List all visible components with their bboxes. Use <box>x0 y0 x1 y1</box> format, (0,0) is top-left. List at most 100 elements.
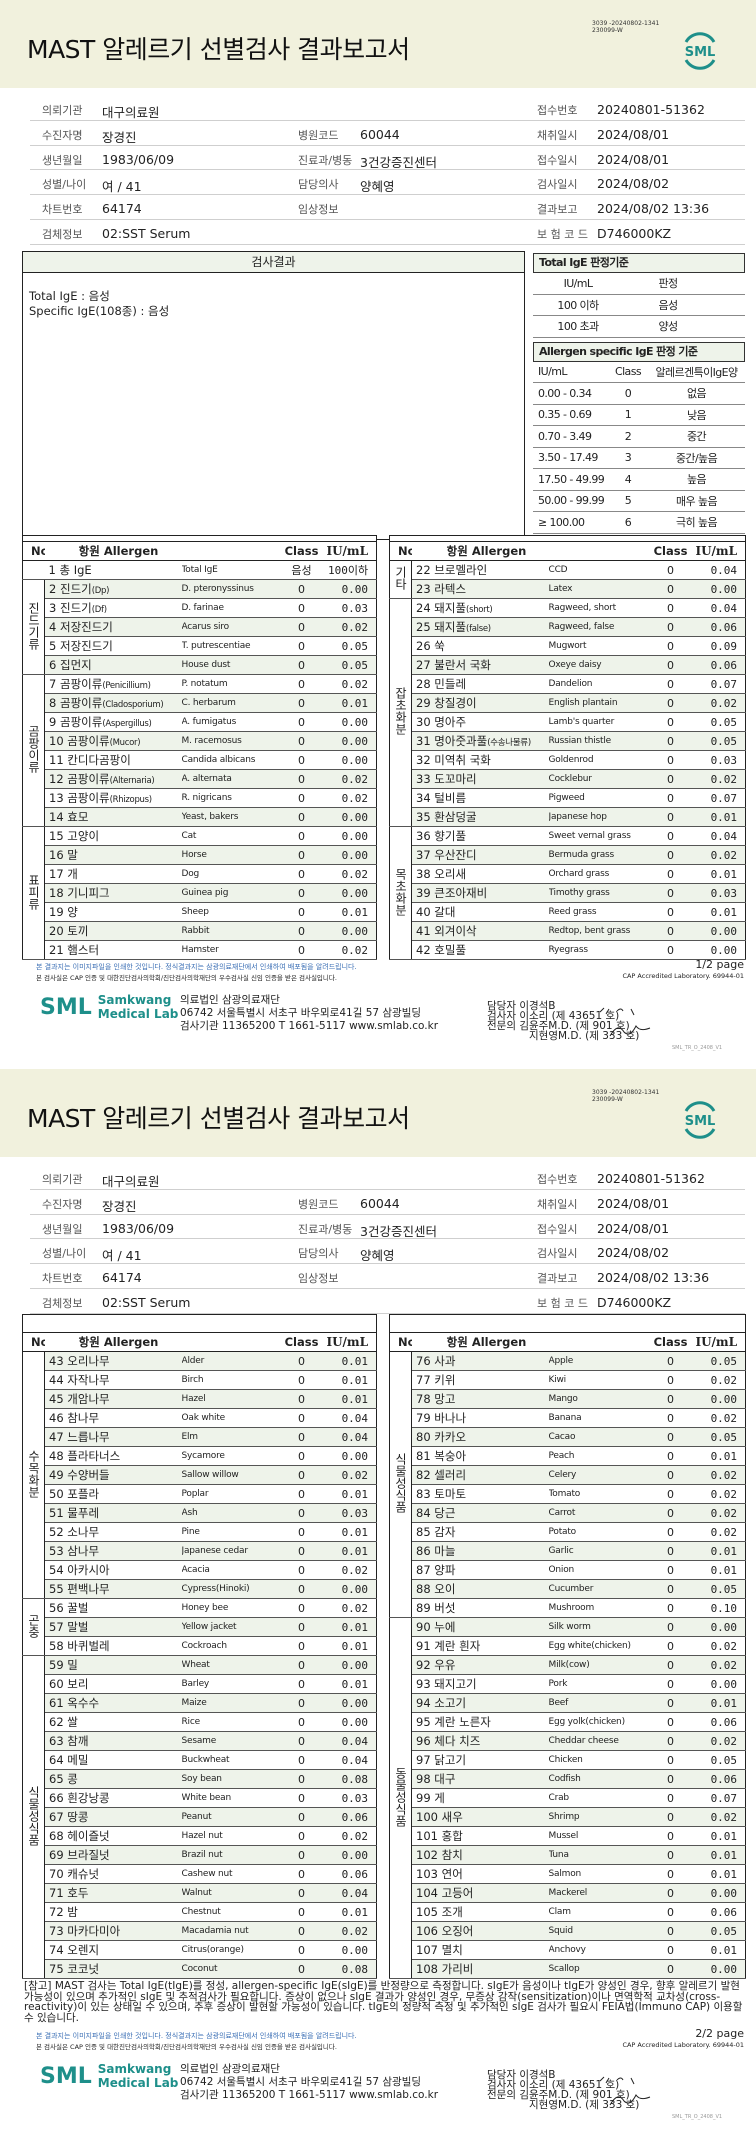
allergen-row: 65 콩 Soy bean 0 0.08 <box>23 1769 377 1789</box>
allergen-name: 54 아카시아 <box>44 1560 182 1580</box>
allergen-number: 18 <box>49 886 64 900</box>
info-value: 64174 <box>102 201 142 217</box>
allergen-english: Garlic <box>548 1541 652 1561</box>
allergen-name: 58 바퀴벌레 <box>44 1636 182 1656</box>
staff-list: 담당자 이경석B 검사자 이소리 (제 43651 호) 전문의 김윤주M.D.… <box>487 1000 639 1042</box>
allergen-class: 0 <box>651 1579 690 1599</box>
info-row: 차트번호 64174 임상정보 결과보고 2024/08/02 13:36 <box>30 1264 745 1289</box>
allergen-number: 91 <box>416 1639 431 1653</box>
header-no: No. <box>389 1332 412 1352</box>
allergen-class: 0 <box>282 1883 321 1903</box>
allergen-korean: 자작나무 <box>67 1373 110 1387</box>
criteria-cell: 0 <box>624 386 632 400</box>
allergen-name: 2 진드기(Dp) <box>44 579 182 599</box>
allergen-english: Sycamore <box>181 1446 283 1466</box>
criteria-cell: 음성 <box>658 298 678 312</box>
allergen-korean: 홍합 <box>441 1829 463 1843</box>
allergen-value: 0.01 <box>320 1617 377 1637</box>
allergen-row: 63 참깨 Sesame 0 0.04 <box>23 1731 377 1751</box>
allergen-english: Codfish <box>548 1769 652 1789</box>
info-label: 차트번호 <box>42 1272 83 1286</box>
allergen-name: 65 콩 <box>44 1769 182 1789</box>
allergen-number: 39 <box>416 886 431 900</box>
allergen-value: 0.02 <box>689 1522 746 1542</box>
allergen-value: 0.01 <box>689 1446 746 1466</box>
info-label: 의뢰기관 <box>42 104 83 117</box>
allergen-class: 0 <box>282 1484 321 1504</box>
allergen-name: 21 햄스터 <box>44 940 182 960</box>
allergen-korean: 향기풀 <box>434 829 467 843</box>
allergen-name: 94 소고기 <box>411 1693 549 1713</box>
allergen-value: 0.01 <box>320 1541 377 1561</box>
allergen-korean: 곰팡이류 <box>59 715 103 729</box>
allergen-name: 86 마늘 <box>411 1541 549 1561</box>
allergen-class: 0 <box>282 579 321 599</box>
allergen-korean: 꿀벌 <box>67 1601 89 1615</box>
allergen-name: 47 느릅나무 <box>44 1427 182 1447</box>
allergen-category-cell: 진드기류 <box>22 579 45 675</box>
allergen-value: 0.01 <box>320 1484 377 1504</box>
allergen-english: Sheep <box>181 902 283 922</box>
allergen-value: 0.01 <box>689 1864 746 1884</box>
allergen-value: 0.02 <box>320 769 377 789</box>
allergen-korean: 조개 <box>441 1905 463 1919</box>
allergen-korean: 고등어 <box>441 1886 474 1900</box>
allergen-name: 18 기니피그 <box>44 883 182 903</box>
allergen-number: 30 <box>416 715 431 729</box>
allergen-number: 16 <box>49 848 64 862</box>
allergen-value: 0.00 <box>689 921 746 941</box>
allergen-row: 67 땅콩 Peanut 0 0.06 <box>23 1807 377 1827</box>
allergen-category-cell: 기타 <box>389 560 412 599</box>
allergen-english: Cocklebur <box>548 769 652 789</box>
allergen-category-cell <box>22 560 45 580</box>
allergen-class: 0 <box>282 1617 321 1637</box>
allergen-value: 0.00 <box>689 1617 746 1637</box>
allergen-name: 34 털비름 <box>411 788 549 808</box>
allergen-row: 87 양파 Onion 0 0.01 <box>390 1560 746 1580</box>
allergen-english: Horse <box>181 845 283 865</box>
allergen-english: Mango <box>548 1389 652 1409</box>
allergen-row: 98 대구 Codfish 0 0.06 <box>390 1769 746 1789</box>
allergen-number: 48 <box>49 1449 64 1463</box>
info-label: 접수번호 <box>537 104 578 117</box>
allergen-row: 25 돼지풀(false) Ragweed, false 0 0.06 <box>390 617 746 637</box>
header-allergen: 항원 Allergen <box>44 1332 283 1352</box>
staff-line: 검사자 이소리 (제 43651 호) <box>487 1010 620 1022</box>
allergen-class: 0 <box>651 712 690 732</box>
allergen-value: 0.02 <box>689 693 746 713</box>
allergen-english: Guinea pig <box>181 883 283 903</box>
allergen-row: 100 새우 Shrimp 0 0.02 <box>390 1807 746 1827</box>
allergen-row: 54 아카시아 Acacia 0 0.02 <box>23 1560 377 1580</box>
allergen-row: 4 저장진드기 Acarus siro 0 0.02 <box>23 617 377 637</box>
allergen-number: 29 <box>416 696 431 710</box>
allergen-english: Mussel <box>548 1826 652 1846</box>
allergen-row: 105 조개 Clam 0 0.06 <box>390 1902 746 1922</box>
allergen-row: 51 물푸레 Ash 0 0.03 <box>23 1503 377 1523</box>
info-label: 채취일시 <box>537 1197 578 1211</box>
allergen-english: Hazel <box>181 1389 283 1409</box>
allergen-name: 53 삼나무 <box>44 1541 182 1561</box>
test-results-header: 검사결과 <box>23 252 524 273</box>
info-label: 결과보고 <box>537 1272 578 1286</box>
allergen-qualifier: (short) <box>466 605 493 615</box>
allergen-name: 99 게 <box>411 1788 549 1808</box>
patient-info: 의뢰기관 대구의료원 접수번호 20240801-51362 수진자명 장경진 병원코드 60… <box>30 96 745 245</box>
allergen-class: 0 <box>651 1636 690 1656</box>
allergen-class: 0 <box>282 1902 321 1922</box>
allergen-korean: 사과 <box>434 1354 456 1368</box>
allergen-name: 3 진드기(Df) <box>44 598 182 618</box>
allergen-class: 0 <box>651 655 690 675</box>
allergen-qualifier: (Dp) <box>91 586 110 596</box>
allergen-value: 0.06 <box>689 1769 746 1789</box>
allergen-number: 34 <box>416 791 431 805</box>
allergen-korean: 우산잔디 <box>434 848 477 862</box>
allergen-name: 60 보리 <box>44 1674 182 1694</box>
staff-list: 담당자 이경석B 검사자 이소리 (제 43651 호) 전문의 김윤주M.D.… <box>487 2070 639 2111</box>
total-ige-criteria-row: 100 이하 음성 <box>533 295 745 316</box>
allergen-korean: 계란 노른자 <box>434 1715 491 1729</box>
staff-line: 담당자 이경석B <box>487 1000 556 1012</box>
allergen-value: 0.02 <box>689 1807 746 1827</box>
allergen-korean: 곰팡이류 <box>67 772 110 786</box>
allergen-name: 35 환삼덩굴 <box>411 807 549 827</box>
allergen-row: 18 기니피그 Guinea pig 0 0.00 <box>23 883 377 903</box>
